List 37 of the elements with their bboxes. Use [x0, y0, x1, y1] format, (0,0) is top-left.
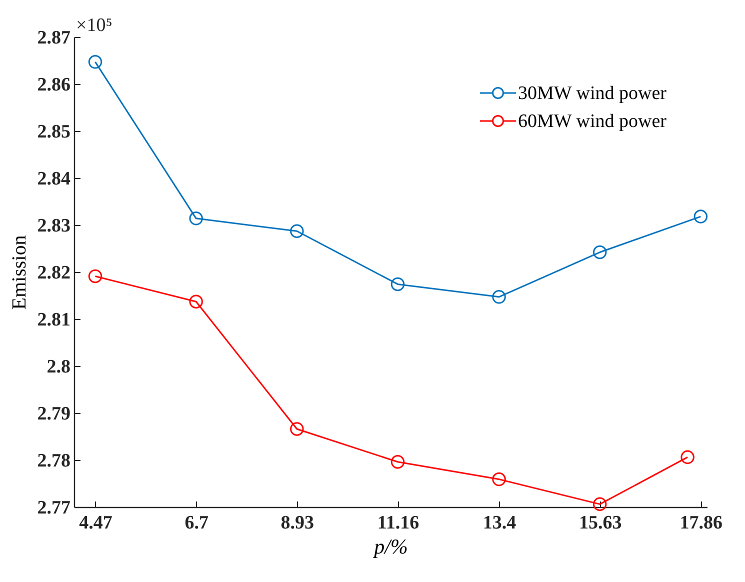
- x-tick-label: 11.16: [377, 512, 420, 534]
- point: [492, 290, 506, 304]
- x-tick-label: 17.86: [680, 512, 723, 534]
- x-axis-title: p/%: [372, 534, 408, 558]
- point: [290, 422, 304, 436]
- x-tick-label: 13.4: [482, 512, 517, 534]
- x-tick-label: 6.7: [184, 512, 209, 534]
- y-tick-label: 2.77: [37, 498, 71, 518]
- y-tick-label: 2.78: [37, 450, 70, 472]
- y-tick-label: 2.83: [37, 216, 70, 236]
- y-tick-label: 2.85: [37, 122, 70, 142]
- point: [694, 210, 708, 224]
- y-tick-label: 2.8: [46, 356, 70, 378]
- point: [88, 55, 102, 69]
- point: [680, 450, 694, 464]
- point: [390, 455, 405, 469]
- point: [592, 497, 607, 512]
- point: [290, 224, 304, 238]
- y-tick-label: 2.81: [37, 310, 70, 330]
- y-tick-label: 2.79: [37, 404, 70, 424]
- y-axis-title: Emission: [8, 235, 30, 310]
- point: [189, 294, 203, 308]
- point: [592, 245, 607, 260]
- x-tick-label: 8.93: [280, 512, 314, 534]
- text: ×10⁵: [76, 15, 112, 36]
- y-tick-label: 2.82: [37, 262, 70, 284]
- legend-label: 30MW wind power: [518, 83, 668, 104]
- point: [390, 277, 405, 292]
- point: [88, 269, 102, 284]
- y-tick-label: 2.87: [37, 28, 71, 48]
- x-tick-label: 4.47: [79, 512, 113, 534]
- point: [492, 472, 506, 486]
- y-tick-label: 2.86: [37, 74, 70, 96]
- point: [189, 212, 203, 226]
- x-tick-label: 15.63: [578, 512, 622, 534]
- y-tick-label: 2.84: [37, 168, 71, 190]
- legend-label: 60MW wind power: [518, 111, 668, 132]
